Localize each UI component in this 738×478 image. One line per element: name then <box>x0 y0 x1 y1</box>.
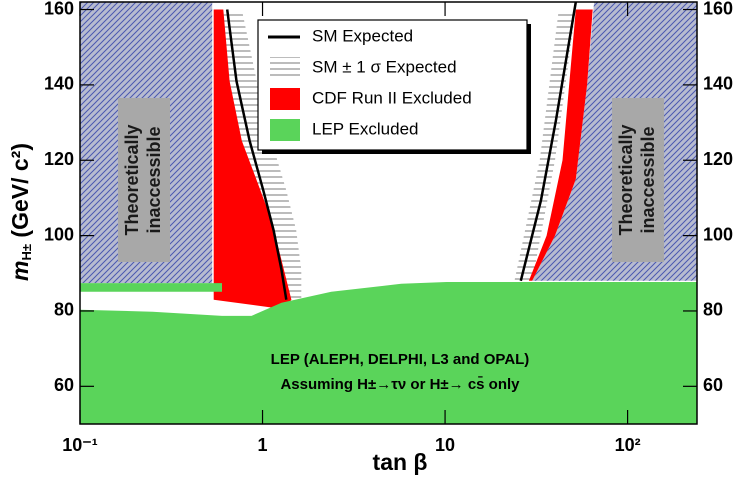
side-label: inaccessible <box>144 126 164 233</box>
legend-label: CDF Run II Excluded <box>312 88 472 107</box>
side-label: inaccessible <box>638 126 658 233</box>
y-tick-label: 100 <box>703 224 733 244</box>
y-tick-label: 60 <box>54 375 74 395</box>
legend-swatch <box>270 119 300 141</box>
y-label-subscript: H± <box>19 244 34 261</box>
legend-swatch <box>270 88 300 110</box>
region <box>213 9 593 310</box>
overlay: Theoretically inaccessible Theoretically in… <box>44 0 733 455</box>
x-tick-label: 10⁻¹ <box>62 435 98 455</box>
y-tick-label: 80 <box>703 300 723 320</box>
label-box <box>612 98 664 262</box>
y-tick-label: 60 <box>703 375 723 395</box>
x-tick-label: 1 <box>258 435 268 455</box>
legend-label: SM Expected <box>312 26 413 45</box>
side-label: Theoretically <box>122 124 142 235</box>
legend-box <box>257 19 528 151</box>
y-tick-label: 100 <box>44 224 74 244</box>
x-axis-label: tan β <box>373 449 428 475</box>
y-tick-label: 160 <box>703 0 733 18</box>
curve <box>225 2 578 300</box>
y-label-unit: (GeV/ c²) <box>7 143 33 244</box>
y-tick-label: 120 <box>703 149 733 169</box>
x-tick-label: 10² <box>615 435 641 455</box>
note: LEP (ALEPH, DELPHI, L3 and OPAL) <box>271 351 530 368</box>
side-label: Theoretically <box>616 124 636 235</box>
y-tick-label: 80 <box>54 300 74 320</box>
legend-label: LEP Excluded <box>312 119 418 138</box>
y-tick-label: 140 <box>703 74 733 94</box>
region <box>80 282 697 424</box>
y-tick-label: 160 <box>44 0 74 18</box>
legend-label: SM ± 1 σ Expected <box>312 57 457 76</box>
note: Assuming H±→τν or H±→ cs̄ only <box>280 375 520 393</box>
label-box <box>118 98 170 262</box>
x-tick-label: 10 <box>435 435 455 455</box>
frame <box>79 1 698 425</box>
y-label-symbol: m <box>7 261 33 281</box>
legend-swatch <box>270 57 300 79</box>
y-axis-label: mH± (GeV/ c²) <box>7 143 34 281</box>
y-tick-label: 120 <box>44 149 74 169</box>
legend: SM Expected SM ± 1 σ Expected CDF Run II E… <box>257 19 531 154</box>
y-tick-label: 140 <box>44 74 74 94</box>
